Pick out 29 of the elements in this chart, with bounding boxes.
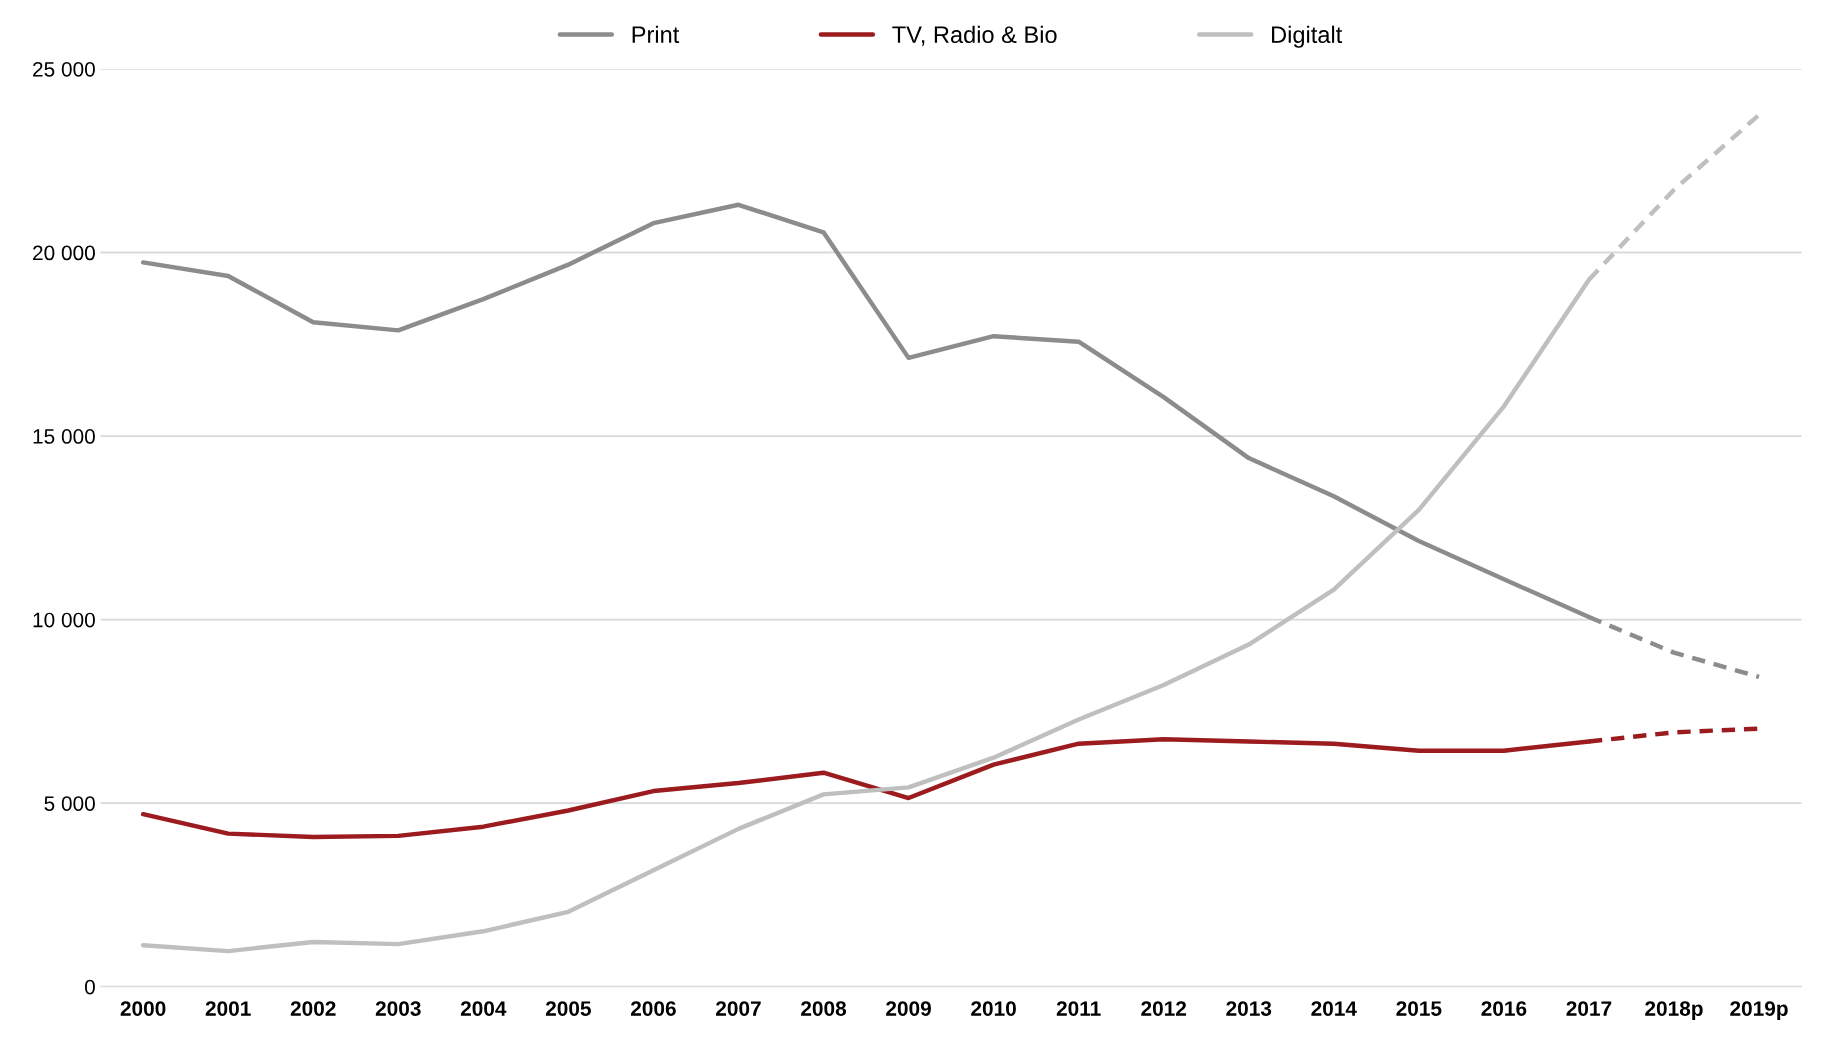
x-tick-label: 2001 (205, 1001, 251, 1016)
x-tick-label: 2004 (460, 1001, 507, 1016)
x-tick-label: 2008 (801, 1001, 847, 1016)
y-tick-label: 20 000 (33, 245, 95, 261)
y-tick-label: 10 000 (33, 612, 95, 628)
y-tick-label: 5 000 (44, 796, 95, 811)
x-tick-label: 2019p (1730, 1001, 1788, 1021)
legend-label: Digitalt (1272, 25, 1343, 48)
x-tick-label: 2015 (1396, 1001, 1442, 1016)
x-tick-label: 2013 (1226, 1001, 1272, 1016)
x-tick-label: 2014 (1311, 1001, 1357, 1016)
x-tick-label: 2005 (545, 1001, 591, 1016)
x-tick-label: 2006 (630, 1001, 676, 1016)
x-tick-label: 2007 (716, 1001, 761, 1016)
y-tick-label: 0 (84, 979, 95, 995)
x-tick-label: 2010 (971, 1001, 1016, 1016)
x-tick-label: 2016 (1481, 1001, 1527, 1016)
x-tick-label: 2017 (1566, 1001, 1612, 1016)
x-tick-label: 2003 (375, 1001, 421, 1016)
x-tick-label: 2012 (1141, 1001, 1187, 1016)
y-tick-label: 25 000 (33, 61, 95, 77)
x-tick-label: 2011 (1056, 1001, 1101, 1016)
x-tick-label: 2018p (1645, 1001, 1703, 1021)
legend-label: Print (632, 25, 680, 43)
x-tick-label: 2002 (290, 1001, 336, 1016)
legend-label: TV, Radio & Bio (892, 25, 1057, 46)
y-tick-label: 15 000 (33, 429, 95, 444)
x-tick-label: 2000 (120, 1001, 166, 1016)
x-tick-label: 2009 (886, 1001, 931, 1016)
